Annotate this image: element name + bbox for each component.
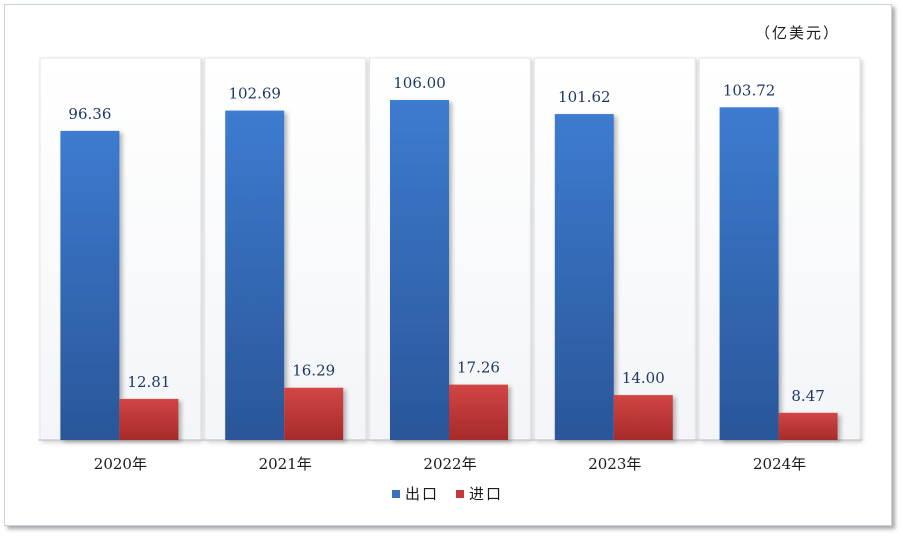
unit-label: （亿美元） <box>755 24 840 42</box>
export-bar <box>390 100 449 440</box>
export-value-label: 106.00 <box>393 74 446 92</box>
value-labels: 96.36 12.81 102.69 16.29 106.00 17.26 101.62 14… <box>68 74 824 405</box>
import-value-label: 14.00 <box>622 369 665 387</box>
export-value-label: 96.36 <box>68 105 111 123</box>
category-label: 2022年 <box>423 455 476 473</box>
export-bar <box>554 114 614 440</box>
category-label: 2024年 <box>753 455 806 473</box>
export-value-label: 103.72 <box>723 81 776 99</box>
export-bar <box>225 110 285 441</box>
category-label: 2020年 <box>94 455 147 473</box>
import-bar <box>119 398 179 440</box>
category-label: 2021年 <box>259 455 312 473</box>
legend-label-import: 进口 <box>469 485 503 503</box>
import-bar <box>449 384 508 440</box>
legend-swatch-import <box>456 490 464 498</box>
import-bar <box>284 387 344 440</box>
category-label: 2023年 <box>588 455 641 473</box>
category-labels: 2020年 2021年 2022年 2023年 2024年 <box>94 455 806 473</box>
export-bar <box>719 107 779 441</box>
export-value-label: 101.62 <box>558 88 611 106</box>
import-value-label: 12.81 <box>127 373 170 391</box>
legend-swatch-export <box>392 490 400 498</box>
import-value-label: 17.26 <box>457 359 500 377</box>
legend: 出口 进口 <box>392 485 503 503</box>
import-bar <box>613 395 673 440</box>
legend-label-export: 出口 <box>405 485 439 503</box>
export-bar <box>60 130 120 440</box>
import-bar <box>778 412 838 440</box>
import-value-label: 16.29 <box>292 362 335 380</box>
export-value-label: 102.69 <box>228 85 281 103</box>
import-value-label: 8.47 <box>791 387 824 405</box>
bars <box>60 100 838 441</box>
